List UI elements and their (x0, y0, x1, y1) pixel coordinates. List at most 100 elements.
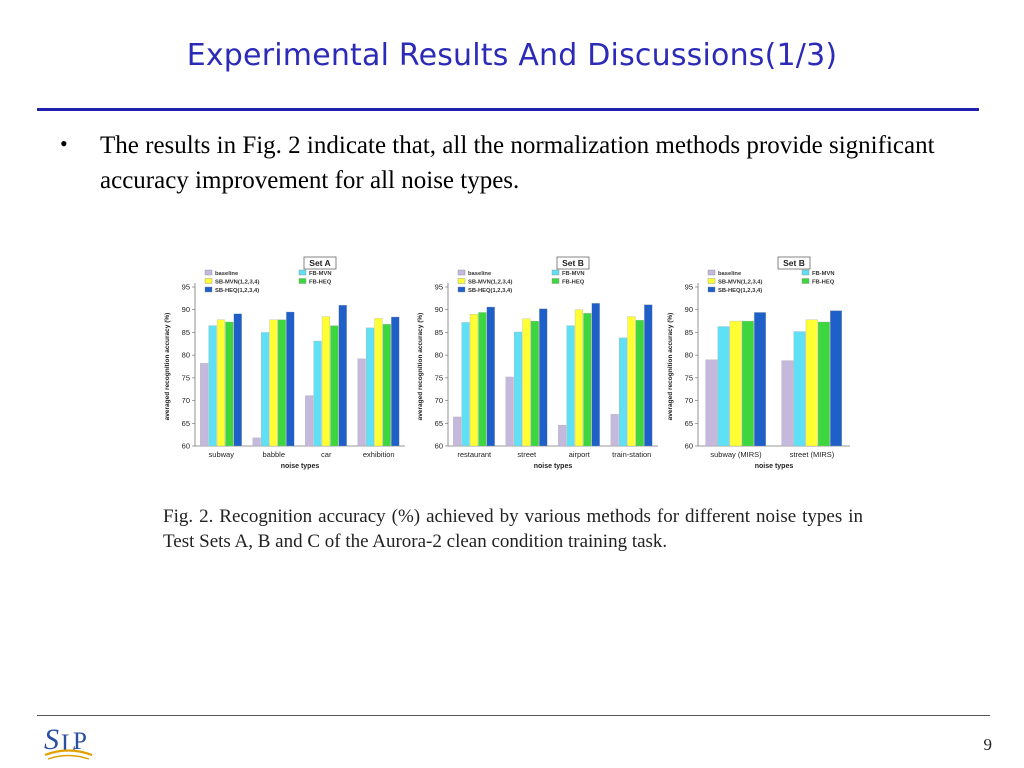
y-tick-label: 95 (685, 283, 693, 292)
x-tick-label: subway (MIRS) (710, 450, 762, 459)
bar-baseline (252, 437, 261, 447)
y-tick-label: 85 (685, 328, 693, 337)
bar-sb-heq-1-2-3-4- (233, 313, 242, 447)
bar-sb-heq-1-2-3-4- (644, 304, 653, 447)
y-tick-label: 70 (685, 396, 693, 405)
bar-baseline (610, 414, 619, 447)
bar-baseline (357, 358, 366, 447)
bar-sb-mvn-1-2-3-4- (269, 319, 278, 447)
legend-swatch (457, 278, 466, 284)
y-tick-label: 90 (435, 305, 443, 314)
bar-fb-heq (382, 324, 391, 447)
x-tick-label: subway (209, 450, 235, 459)
svg-text:P: P (73, 728, 87, 755)
y-tick-label: 65 (435, 419, 443, 428)
legend-swatch (801, 278, 810, 284)
bar-sb-heq-1-2-3-4- (539, 308, 548, 447)
x-tick-label: car (321, 450, 332, 459)
y-tick-label: 65 (685, 419, 693, 428)
bar-fb-heq (583, 313, 592, 447)
legend-swatch (551, 269, 560, 276)
bar-fb-heq (225, 321, 234, 447)
bullet-text: The results in Fig. 2 indicate that, all… (100, 132, 935, 194)
legend-swatch (457, 269, 466, 276)
legend-entry: FB-HEQ (812, 280, 835, 286)
figure-2: Set A baseline FB-MVN SB-MVN(1,2,3,4) FB-HEQ… (160, 252, 860, 482)
chart-title: Set B (562, 258, 584, 268)
legend-swatch (551, 278, 560, 284)
chart-panel-1: Set A baseline FB-MVN SB-MVN(1,2,3,4) FB-HEQ… (164, 256, 405, 470)
legend-entry: baseline (215, 271, 239, 277)
legend-swatch (801, 269, 810, 276)
x-tick-label: exhibition (363, 450, 395, 459)
bar-sb-mvn-1-2-3-4- (216, 319, 225, 447)
y-tick-label: 85 (435, 328, 443, 337)
legend-swatch (204, 286, 213, 293)
bar-fb-mvn (717, 326, 730, 447)
bar-fb-heq (817, 321, 830, 447)
y-tick-label: 70 (182, 396, 190, 405)
chart-title-box (777, 256, 811, 270)
bar-fb-mvn (365, 327, 375, 447)
bar-fb-mvn (566, 325, 575, 447)
bar-fb-heq (530, 320, 539, 447)
bar-fb-heq (635, 320, 644, 447)
legend-entry: SB-MVN(1,2,3,4) (468, 280, 513, 286)
x-tick-label: street (517, 450, 537, 459)
y-tick-label: 65 (182, 419, 190, 428)
legend-entry: SB-MVN(1,2,3,4) (215, 280, 260, 286)
y-tick-label: 75 (685, 373, 693, 382)
chart-panel-3: Set B baseline FB-MVN SB-MVN(1,2,3,4) FB-HEQ… (667, 256, 850, 470)
bar-fb-mvn (313, 340, 322, 447)
bar-fb-mvn (461, 322, 470, 447)
legend-entry: baseline (718, 271, 742, 277)
y-tick-label: 95 (435, 283, 443, 292)
title-divider (37, 108, 979, 111)
bar-sb-heq-1-2-3-4- (754, 312, 766, 447)
bar-fb-heq (478, 312, 487, 447)
y-axis-label: averaged recognition accuracy (%) (417, 313, 424, 421)
bar-baseline (558, 424, 567, 447)
chart-title-box (303, 256, 337, 270)
legend-swatch (298, 269, 307, 276)
legend-swatch (457, 286, 466, 293)
bar-sb-mvn-1-2-3-4- (321, 316, 331, 447)
x-axis-label: noise types (534, 463, 573, 470)
bar-baseline (453, 416, 462, 447)
bar-fb-mvn (261, 332, 270, 447)
bar-baseline (505, 376, 514, 447)
y-tick-label: 80 (182, 351, 190, 360)
y-tick-label: 80 (435, 351, 443, 360)
legend-swatch (707, 269, 716, 276)
legend-entry: FB-MVN (309, 271, 332, 277)
y-axis-label: averaged recognition accuracy (%) (164, 313, 171, 421)
bar-sb-mvn-1-2-3-4- (522, 318, 531, 447)
recognition-accuracy-charts: Set A baseline FB-MVN SB-MVN(1,2,3,4) FB-HEQ… (164, 256, 850, 470)
legend-swatch (204, 278, 213, 284)
x-tick-label: babble (262, 450, 285, 459)
legend-entry: SB-HEQ(1,2,3,4) (215, 288, 259, 294)
legend-entry: SB-HEQ(1,2,3,4) (468, 288, 512, 294)
y-tick-label: 85 (182, 328, 190, 337)
bar-fb-mvn (793, 331, 806, 447)
x-axis-label: noise types (281, 463, 320, 470)
footer-divider (37, 715, 990, 716)
bar-sb-heq-1-2-3-4- (338, 305, 347, 447)
svg-text:S: S (44, 723, 59, 756)
slide-title: Experimental Results And Discussions(1/3… (186, 38, 838, 73)
chart-title: Set B (783, 258, 805, 268)
x-tick-label: train-station (612, 450, 651, 459)
chart-title: Set A (309, 258, 330, 268)
bar-fb-mvn (208, 325, 217, 447)
x-tick-label: street (MIRS) (790, 450, 835, 459)
y-tick-label: 80 (685, 351, 693, 360)
y-tick-label: 90 (685, 305, 693, 314)
y-tick-label: 60 (685, 442, 693, 451)
x-tick-label: airport (569, 450, 591, 459)
legend-entry: SB-HEQ(1,2,3,4) (718, 288, 762, 294)
legend-entry: FB-HEQ (309, 280, 332, 286)
legend-entry: SB-MVN(1,2,3,4) (718, 280, 763, 286)
y-tick-label: 90 (182, 305, 190, 314)
chart-title-box (556, 256, 590, 270)
bar-sb-mvn-1-2-3-4- (627, 316, 636, 447)
